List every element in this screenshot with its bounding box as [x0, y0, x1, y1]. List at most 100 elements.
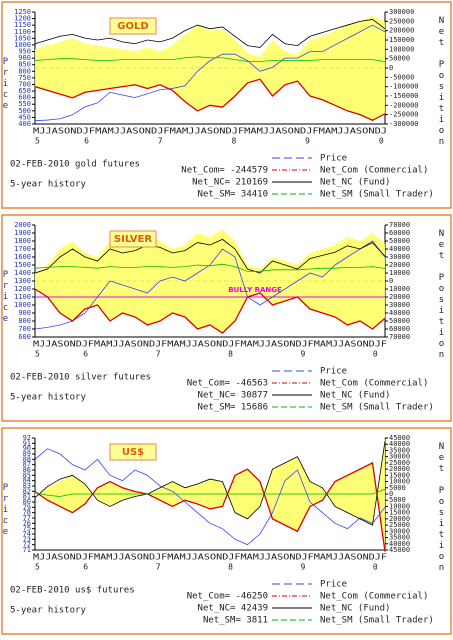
month-letters: MJJASONDJFMAMJJASONDJFMAMJJASONDJFMAMJJA… — [33, 127, 387, 136]
fill-area — [35, 15, 385, 121]
y2-tick-label: -200000 — [389, 101, 419, 109]
chart-title: US$ — [122, 447, 144, 458]
y-tick-label: 600 — [18, 94, 31, 102]
y-tick-label: 1400 — [14, 269, 31, 277]
subtitle: 02-FEB-2010 silver futures — [10, 373, 151, 383]
y2-tick-label: -250000 — [389, 111, 419, 119]
y-tick-label: 600 — [18, 333, 31, 341]
year-label: 7 — [158, 137, 163, 146]
y2-tick-label: 150000 — [389, 36, 414, 44]
y-tick-label: 900 — [18, 54, 31, 62]
series-line — [34, 240, 386, 330]
y-tick-label: 85 — [23, 471, 31, 479]
y2-tick-label: 25000 — [389, 459, 410, 467]
y2-tick-label: 30000 — [389, 301, 410, 309]
y-tick-label: 1250 — [14, 8, 31, 16]
stat-label: Net_SM= 3811 — [203, 616, 268, 626]
y2-tick-label: 300000 — [389, 8, 414, 16]
y-tick-label: 800 — [18, 317, 31, 325]
year-label: 5 — [35, 563, 40, 572]
legend-label: Net_SM (Small Trader) — [320, 616, 434, 626]
chart-title: SILVER — [114, 234, 152, 245]
subtitle: 02-FEB-2010 us$ futures — [10, 586, 135, 596]
legend-label: Price — [320, 154, 347, 164]
y2-tick-label: 70000 — [389, 221, 410, 229]
y2-tick-label: 50000 — [389, 317, 410, 325]
y-tick-label: 1700 — [14, 245, 31, 253]
y-tick-label: 950 — [18, 48, 31, 56]
y2-tick-label: 200000 — [389, 27, 414, 35]
y2-tick-label: 40000 — [389, 440, 410, 448]
legend-label: Net_Com (Commercial) — [320, 166, 428, 176]
year-label: 0 — [379, 137, 384, 146]
y-tick-label: 500 — [18, 107, 31, 115]
y2-tick-label: 10000 — [389, 502, 410, 510]
y-tick-label: 90 — [23, 445, 31, 453]
y-axis-label: Price — [1, 483, 11, 538]
legend-label: Price — [320, 580, 347, 590]
stat-label: Net_SM= 15686 — [198, 403, 268, 413]
y-tick-label: 1300 — [14, 277, 31, 285]
year-label: 7 — [156, 350, 161, 359]
y2-tick-label: 15000 — [389, 471, 410, 479]
y-tick-label: 88 — [23, 455, 31, 463]
y2-tick-label: 0 — [389, 490, 393, 498]
panel-border — [1, 427, 452, 635]
y2-tick-label: 10000 — [389, 285, 410, 293]
y-tick-label: 78 — [23, 509, 31, 517]
y-tick-label: 81 — [23, 493, 31, 501]
y2-tick-label: 50000 — [389, 237, 410, 245]
y-tick-label: 72 — [23, 541, 31, 549]
legend-label: Net_NC (Fund) — [320, 604, 390, 614]
y2-tick-label: 20000 — [389, 261, 410, 269]
y2-tick-label: 10000 — [389, 478, 410, 486]
y-tick-label: 87 — [23, 461, 31, 469]
y2-tick-label: 100000 — [389, 45, 414, 53]
y-tick-label: 89 — [23, 450, 31, 458]
y2-tick-label: 15000 — [389, 509, 410, 517]
legend-label: Net_SM (Small Trader) — [320, 190, 434, 200]
y-tick-label: 1100 — [14, 28, 31, 36]
year-label: 9 — [305, 137, 310, 146]
y2-tick-label: 40000 — [389, 245, 410, 253]
y2-tick-label: 5000 — [389, 484, 406, 492]
y2-tick-label: 60000 — [389, 325, 410, 333]
series-line — [34, 448, 386, 546]
series-line — [34, 19, 386, 48]
y-tick-label: 800 — [18, 67, 31, 75]
note: 5-year history — [10, 393, 86, 403]
y2-tick-label: 40000 — [389, 540, 410, 548]
y-tick-label: 450 — [18, 113, 31, 121]
y-tick-label: 1050 — [14, 34, 31, 42]
title-box — [109, 443, 157, 461]
y-tick-label: 77 — [23, 514, 31, 522]
subtitle: 02-FEB-2010 gold futures — [10, 160, 140, 170]
range-label: BULLY RANGE — [228, 286, 282, 294]
legend-label: Net_Com (Commercial) — [320, 592, 428, 602]
y2-tick-label: 20000 — [389, 465, 410, 473]
year-label: 9 — [301, 350, 306, 359]
y-tick-label: 550 — [18, 100, 31, 108]
stat-label: Net_NC= 210169 — [192, 178, 268, 188]
stat-label: Net_NC= 30877 — [198, 391, 268, 401]
year-label: 9 — [301, 563, 306, 572]
y2-tick-label: 35000 — [389, 534, 410, 542]
y2-axis-label: Net Position — [437, 16, 447, 148]
legend-label: Net_NC (Fund) — [320, 391, 390, 401]
legend-label: Net_Com (Commercial) — [320, 379, 428, 389]
note: 5-year history — [10, 606, 86, 616]
year-label: 6 — [83, 350, 88, 359]
note: 5-year history — [10, 180, 86, 190]
year-label: 5 — [35, 137, 40, 146]
year-label: 7 — [156, 563, 161, 572]
stat-label: Net_Com= -244579 — [181, 166, 268, 176]
y2-tick-label: -300000 — [389, 120, 419, 128]
y2-tick-label: 0 — [389, 277, 393, 285]
series-line — [34, 24, 386, 122]
y-tick-label: 75 — [23, 525, 31, 533]
y-tick-label: 1200 — [14, 15, 31, 23]
title-box — [109, 230, 157, 248]
y-tick-label: 1600 — [14, 253, 31, 261]
panel: 7172737475767778798081828384858687888990… — [1, 427, 452, 635]
y2-axis-label: Net Position — [437, 442, 447, 574]
